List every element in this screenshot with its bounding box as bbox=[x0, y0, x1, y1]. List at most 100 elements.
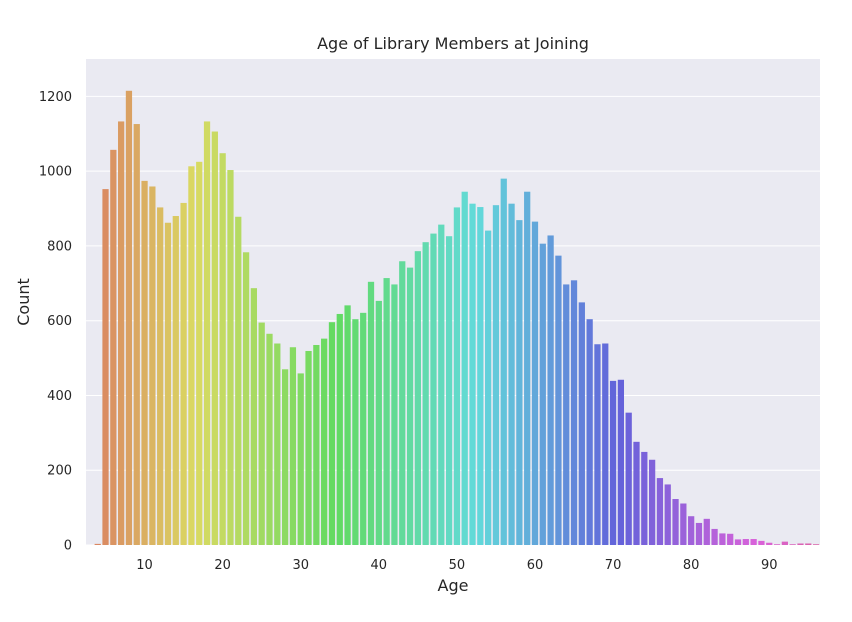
bar-age-75 bbox=[648, 459, 656, 545]
bar-age-20 bbox=[219, 153, 226, 545]
bar-age-40 bbox=[375, 300, 382, 545]
bar-age-4 bbox=[94, 543, 101, 545]
y-tick-label: 1200 bbox=[39, 90, 72, 105]
y-tick-label: 0 bbox=[64, 539, 72, 554]
bar-age-30 bbox=[297, 373, 304, 545]
y-tick-label: 400 bbox=[47, 389, 72, 404]
bar-age-92 bbox=[781, 541, 788, 545]
bar-age-95 bbox=[805, 543, 812, 545]
bar-age-49 bbox=[445, 236, 453, 546]
bar-age-41 bbox=[383, 278, 390, 545]
bar-age-91 bbox=[773, 544, 781, 545]
bar-age-34 bbox=[328, 322, 336, 545]
x-tick-label: 50 bbox=[449, 558, 466, 573]
bar-age-78 bbox=[672, 499, 679, 545]
x-tick-label: 30 bbox=[292, 558, 309, 573]
bars bbox=[94, 90, 820, 546]
x-tick-label: 90 bbox=[761, 558, 778, 573]
bar-age-39 bbox=[367, 281, 375, 545]
bar-age-80 bbox=[688, 516, 695, 545]
bar-age-18 bbox=[203, 121, 211, 545]
bar-age-63 bbox=[555, 255, 562, 546]
bar-age-35 bbox=[336, 313, 343, 545]
bar-age-29 bbox=[289, 347, 297, 545]
bar-age-60 bbox=[531, 221, 539, 545]
y-axis-label: Count bbox=[14, 278, 33, 326]
bar-age-12 bbox=[157, 207, 164, 545]
bar-age-86 bbox=[734, 539, 742, 545]
bar-age-36 bbox=[344, 305, 351, 545]
bar-age-70 bbox=[609, 380, 617, 545]
bar-age-44 bbox=[406, 267, 414, 545]
bar-age-46 bbox=[422, 242, 429, 545]
bar-age-25 bbox=[258, 322, 265, 545]
bar-age-62 bbox=[547, 235, 554, 545]
bar-age-89 bbox=[758, 540, 765, 545]
bar-age-17 bbox=[196, 161, 203, 546]
bar-age-6 bbox=[110, 149, 117, 546]
bar-age-96 bbox=[812, 544, 820, 545]
bar-age-10 bbox=[141, 180, 148, 545]
bar-age-61 bbox=[539, 243, 546, 545]
bar-age-54 bbox=[485, 230, 492, 545]
bar-age-16 bbox=[188, 166, 195, 546]
bar-age-50 bbox=[453, 207, 461, 545]
bar-age-84 bbox=[719, 533, 726, 545]
bar-age-72 bbox=[625, 412, 632, 545]
bar-age-13 bbox=[164, 222, 172, 545]
bar-age-15 bbox=[180, 202, 187, 545]
bar-age-9 bbox=[133, 124, 140, 546]
bar-age-74 bbox=[641, 451, 648, 545]
bar-age-27 bbox=[274, 343, 281, 545]
bar-age-21 bbox=[227, 170, 234, 546]
bar-age-83 bbox=[711, 528, 718, 545]
bar-age-51 bbox=[461, 191, 468, 545]
chart-title: Age of Library Members at Joining bbox=[317, 34, 589, 53]
bar-age-43 bbox=[399, 261, 406, 545]
bar-age-26 bbox=[266, 333, 273, 545]
bar-age-71 bbox=[617, 379, 625, 545]
bar-age-85 bbox=[727, 533, 734, 545]
bar-age-67 bbox=[586, 319, 593, 545]
bar-age-28 bbox=[281, 369, 289, 545]
bar-age-22 bbox=[235, 216, 242, 546]
x-axis-label: Age bbox=[438, 576, 469, 595]
bar-age-37 bbox=[352, 319, 359, 545]
y-tick-label: 600 bbox=[47, 314, 72, 329]
y-tick-label: 1000 bbox=[39, 165, 72, 180]
x-tick-label: 80 bbox=[683, 558, 700, 573]
bar-age-47 bbox=[430, 233, 437, 545]
bar-age-59 bbox=[524, 191, 531, 545]
bar-age-11 bbox=[149, 186, 156, 545]
bar-age-23 bbox=[242, 252, 250, 546]
bar-age-31 bbox=[305, 350, 312, 545]
bar-age-73 bbox=[633, 441, 640, 545]
bar-age-94 bbox=[797, 543, 804, 545]
x-tick-label: 10 bbox=[136, 558, 153, 573]
bar-age-93 bbox=[789, 544, 796, 545]
x-tick-label: 40 bbox=[371, 558, 388, 573]
bar-age-68 bbox=[594, 344, 601, 545]
bar-age-77 bbox=[664, 484, 671, 545]
bar-age-58 bbox=[516, 220, 523, 545]
bar-age-24 bbox=[250, 288, 258, 545]
bar-age-55 bbox=[492, 205, 500, 546]
bar-age-69 bbox=[602, 343, 609, 545]
bar-age-53 bbox=[477, 207, 484, 545]
bar-age-19 bbox=[211, 131, 218, 545]
bar-age-76 bbox=[656, 478, 664, 545]
bar-age-32 bbox=[313, 344, 320, 545]
bar-age-7 bbox=[118, 121, 125, 545]
y-tick-label: 200 bbox=[47, 464, 72, 479]
bar-age-90 bbox=[766, 542, 773, 545]
x-tick-label: 70 bbox=[605, 558, 622, 573]
x-axis-ticks: 10 20 30 40 50 60 70 80 90 bbox=[136, 558, 777, 573]
y-axis-ticks: 0 200 400 600 800 1000 1200 bbox=[39, 90, 72, 554]
bar-age-33 bbox=[321, 338, 328, 545]
bar-age-45 bbox=[414, 251, 421, 545]
bar-age-48 bbox=[438, 224, 445, 546]
bar-age-79 bbox=[680, 503, 687, 545]
bar-age-38 bbox=[360, 312, 367, 545]
bar-age-14 bbox=[172, 216, 179, 545]
bar-age-64 bbox=[563, 284, 570, 545]
